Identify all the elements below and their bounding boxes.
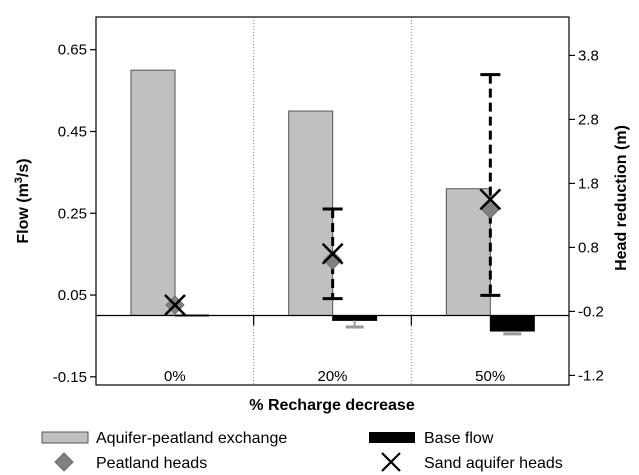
y2-tick-label: 3.8 <box>578 47 599 64</box>
y2-tick-label: 0.8 <box>578 239 599 256</box>
y-axis-title: Flow (m3/s) <box>13 158 32 243</box>
x-category-label: 0% <box>164 368 186 385</box>
y-tick-label: 0.25 <box>58 205 87 222</box>
y-tick-label: 0.65 <box>58 42 87 59</box>
x-category-label: 20% <box>317 368 347 385</box>
y2-tick-label: -1.2 <box>578 367 604 384</box>
legend-swatch-base-flow <box>369 432 415 443</box>
legend-item-aquifer-peatland-exchange: Aquifer-peatland exchange <box>41 430 287 447</box>
legend-label-sand-aquifer-heads: Sand aquifer heads <box>424 455 563 472</box>
axes <box>95 16 570 386</box>
legend-item-base-flow: Base flow <box>369 430 494 447</box>
x-category-label: 50% <box>475 368 505 385</box>
marker-sand-aquifer-heads <box>479 188 502 211</box>
left-axis-ticks: -0.15 0.05 0.25 0.45 0.65 <box>53 42 96 386</box>
marker-peatland-heads <box>322 250 343 270</box>
bar-base-flow <box>332 314 378 321</box>
legend-label-base-flow: Base flow <box>424 430 494 447</box>
right-axis-ticks: -1.2 -0.2 0.8 1.8 2.8 3.8 <box>569 47 604 384</box>
legend: Aquifer-peatland exchange Base flow Peatla… <box>41 430 563 472</box>
y2-tick-label: 1.8 <box>578 175 599 192</box>
y2-tick-label: 2.8 <box>578 111 599 128</box>
y-axis-title-superscript: 3 <box>13 177 25 183</box>
y2-tick-label: -0.2 <box>578 303 604 320</box>
legend-label-aquifer-peatland-exchange: Aquifer-peatland exchange <box>96 430 287 447</box>
legend-item-sand-aquifer-heads: Sand aquifer heads <box>381 452 563 472</box>
y2-axis-title: Head reduction (m) <box>613 125 630 271</box>
marker-layer <box>164 188 502 316</box>
legend-label-peatland-heads: Peatland heads <box>96 455 207 472</box>
legend-swatch-aquifer-peatland-exchange <box>41 431 89 444</box>
plot-frame <box>95 16 570 386</box>
category-labels: 0% 20% 50% <box>164 368 505 385</box>
legend-marker-peatland-heads <box>54 452 74 472</box>
legend-item-peatland-heads: Peatland heads <box>54 452 207 472</box>
y-tick-label: 0.05 <box>58 287 87 304</box>
y-tick-label: -0.15 <box>53 369 87 386</box>
marker-sand-aquifer-heads <box>321 242 344 265</box>
marker-sand-aquifer-heads <box>164 294 186 316</box>
legend-marker-sand-aquifer-heads <box>381 452 401 472</box>
x-axis-title: % Recharge decrease <box>249 397 415 414</box>
bar-aquifer-peatland-exchange <box>288 110 334 316</box>
bar-aquifer-peatland-exchange <box>130 69 176 316</box>
bar-base-flow <box>489 314 535 332</box>
y-tick-label: 0.45 <box>58 123 87 140</box>
